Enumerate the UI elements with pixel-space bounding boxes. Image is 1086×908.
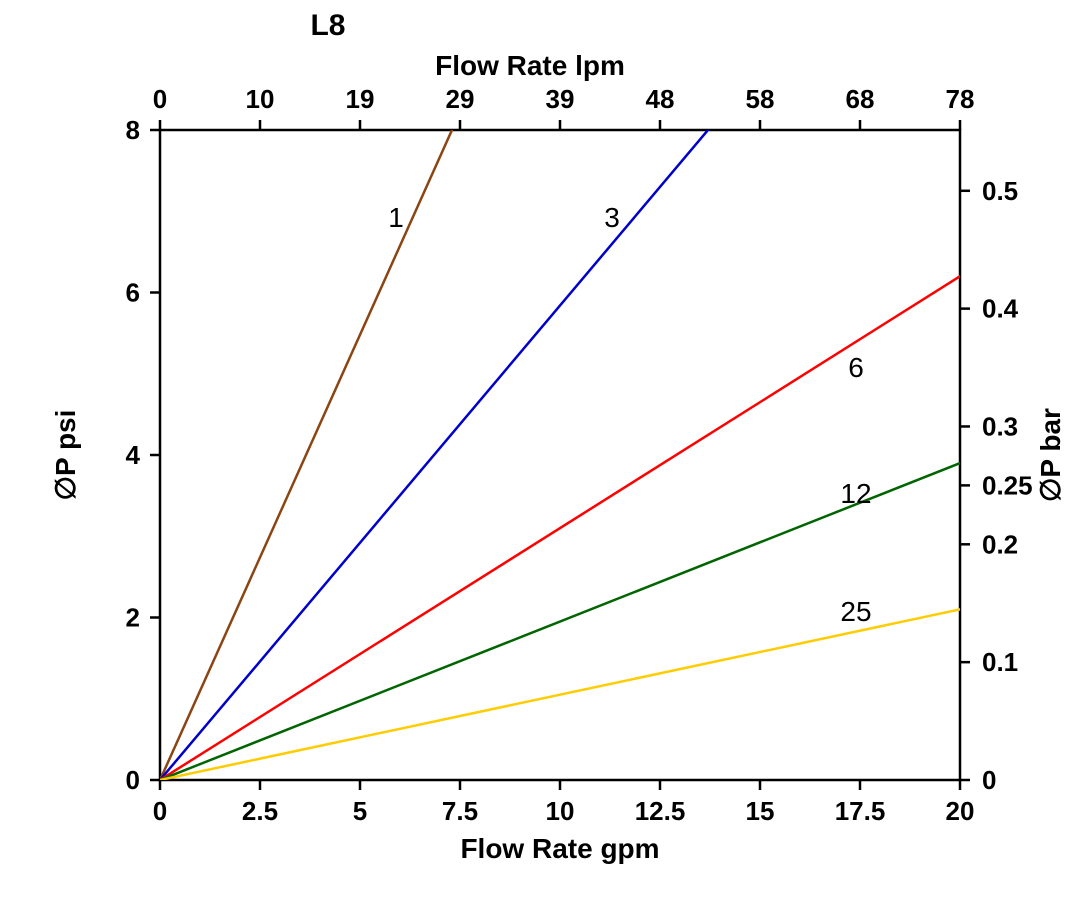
x-bottom-tick-label: 12.5 — [635, 796, 686, 826]
y-right-tick-label: 0.3 — [982, 411, 1018, 441]
x-bottom-tick-label: 10 — [546, 796, 575, 826]
y-left-tick-label: 4 — [126, 440, 141, 470]
series-label-6: 6 — [848, 352, 864, 383]
x-top-tick-label: 10 — [246, 84, 275, 114]
y-left-title: ∅P psi — [50, 410, 81, 501]
y-right-tick-label: 0.4 — [982, 294, 1019, 324]
series-label-1: 1 — [388, 202, 404, 233]
series-label-12: 12 — [840, 478, 871, 509]
series-line-6 — [160, 0, 1086, 780]
chart-svg: 136122502.557.51012.51517.520Flow Rate g… — [0, 0, 1086, 908]
series-line-1 — [160, 0, 1036, 780]
x-top-tick-label: 39 — [546, 84, 575, 114]
x-top-tick-label: 19 — [346, 84, 375, 114]
x-bottom-tick-label: 7.5 — [442, 796, 478, 826]
chart-container: 136122502.557.51012.51517.520Flow Rate g… — [0, 0, 1086, 908]
y-right-title: ∅P bar — [1035, 408, 1066, 502]
y-right-tick-label: 0.2 — [982, 529, 1018, 559]
series-group — [160, 0, 1086, 780]
plot-border — [160, 130, 960, 780]
x-bottom-tick-label: 5 — [353, 796, 367, 826]
y-left-tick-label: 2 — [126, 603, 140, 633]
x-bottom-tick-label: 15 — [746, 796, 775, 826]
x-bottom-title: Flow Rate gpm — [460, 833, 659, 864]
x-top-title: Flow Rate lpm — [435, 50, 625, 81]
x-top-tick-label: 29 — [446, 84, 475, 114]
x-bottom-tick-label: 17.5 — [835, 796, 886, 826]
y-left-tick-label: 0 — [126, 765, 140, 795]
y-left-tick-label: 6 — [126, 278, 140, 308]
series-line-25 — [160, 268, 1086, 780]
x-top-tick-label: 68 — [846, 84, 875, 114]
y-right-tick-label: 0.25 — [982, 470, 1033, 500]
series-label-3: 3 — [604, 202, 620, 233]
y-right-tick-label: 0 — [982, 765, 996, 795]
x-top-tick-label: 58 — [746, 84, 775, 114]
x-bottom-tick-label: 20 — [946, 796, 975, 826]
chart-title: L8 — [310, 9, 345, 42]
series-label-25: 25 — [840, 596, 871, 627]
series-line-3 — [160, 0, 1086, 780]
y-right-tick-label: 0.5 — [982, 176, 1018, 206]
series-line-12 — [160, 0, 1086, 780]
x-top-tick-label: 48 — [646, 84, 675, 114]
x-top-tick-label: 0 — [153, 84, 167, 114]
x-bottom-tick-label: 0 — [153, 796, 167, 826]
y-left-tick-label: 8 — [126, 115, 140, 145]
x-bottom-tick-label: 2.5 — [242, 796, 278, 826]
y-right-tick-label: 0.1 — [982, 647, 1018, 677]
x-top-tick-label: 78 — [946, 84, 975, 114]
